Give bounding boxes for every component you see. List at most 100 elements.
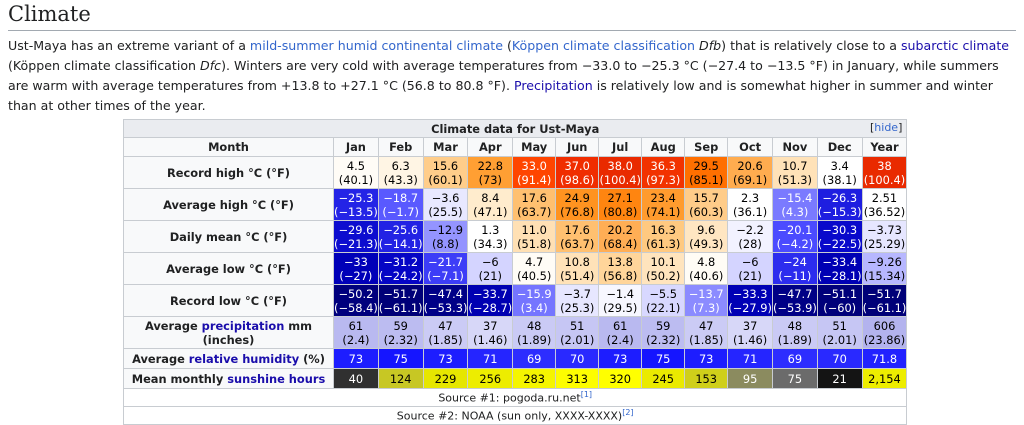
header-feb: Feb <box>377 137 424 157</box>
table-cell: 4.8 (40.6) <box>684 252 729 285</box>
cell-value: 10.7 <box>782 158 808 173</box>
cell-value: −1.4 <box>606 286 635 301</box>
cell-value: 47 <box>438 318 453 333</box>
source-2-ref[interactable]: [2] <box>622 408 634 418</box>
table-cell: −47.7 (−53.9) <box>771 284 818 317</box>
cell-value: 153 <box>695 371 718 386</box>
cell-value: 9.6 <box>697 222 716 237</box>
table-cell: −2.2 (28) <box>727 220 773 253</box>
intro-text: Ust-Maya has an extreme variant of a <box>8 38 250 53</box>
cell-value: −33.3 <box>732 286 768 301</box>
cell-value-converted: (73) <box>478 172 502 187</box>
table-cell: 6.3 (43.3) <box>377 156 424 189</box>
table-cell: −25.3 (−13.5) <box>333 188 379 221</box>
table-cell: −33.3 (−27.9) <box>727 284 773 317</box>
table-cell: 73 <box>598 348 643 369</box>
cell-value: 59 <box>393 318 408 333</box>
cell-value: −12.9 <box>428 222 463 237</box>
cell-value: −5.5 <box>649 286 678 301</box>
header-year: Year <box>861 137 908 157</box>
climate-table: Climate data for Ust-Maya [hide] Month Ja… <box>122 119 908 425</box>
cell-value: 10.1 <box>650 254 676 269</box>
hide-toggle[interactable]: [hide] <box>870 121 903 134</box>
cell-value: 40 <box>348 371 364 386</box>
table-cell: 23.4 (74.1) <box>641 188 686 221</box>
table-cell: 73 <box>422 348 469 369</box>
cell-value-converted: (1.46) <box>732 332 768 347</box>
cell-value: −51.7 <box>867 286 902 301</box>
cell-value: −15.9 <box>516 286 552 301</box>
cell-value-converted: (4.3) <box>781 204 809 219</box>
link-koppen[interactable]: Köppen climate classification <box>511 38 696 53</box>
cell-value: −33 <box>343 254 368 269</box>
cell-value: 24.9 <box>564 190 590 205</box>
cell-value-converted: (91.4) <box>517 172 552 187</box>
source-1-ref[interactable]: [1] <box>580 390 593 400</box>
link-humid-continental[interactable]: mild-summer humid continental climate <box>249 38 503 53</box>
cell-value: 283 <box>523 371 546 386</box>
cell-value: 20.6 <box>737 158 763 173</box>
cell-value-converted: (7.3) <box>692 300 720 315</box>
table-cell: 75 <box>641 348 686 369</box>
row-label-link[interactable]: relative humidity <box>188 351 300 366</box>
table-cell: −33.7 (−28.7) <box>467 284 514 317</box>
table-cell: −5.5 (22.1) <box>641 284 686 317</box>
link-subarctic[interactable]: subarctic climate <box>901 38 1010 53</box>
source-2: Source #2: NOAA (sun only, XXXX-XXXX)[2] <box>122 406 908 425</box>
cell-value-converted: (−22.5) <box>817 236 862 251</box>
cell-value-converted: (1.85) <box>689 332 724 347</box>
cell-value-converted: (21) <box>478 268 502 283</box>
cell-value-converted: (97.3) <box>646 172 681 187</box>
cell-value: 71 <box>742 351 758 366</box>
table-cell: 606 (23.86) <box>861 316 908 349</box>
cell-value: 13.8 <box>607 254 633 269</box>
cell-value: −21.7 <box>428 254 463 269</box>
header-may: May <box>512 137 557 157</box>
table-cell: −51.7 (−61.1) <box>377 284 424 317</box>
cell-value-converted: (68.4) <box>603 236 638 251</box>
row-label-link[interactable]: sunshine hours <box>227 371 326 386</box>
cell-value-converted: (47.1) <box>473 204 508 219</box>
cell-value-converted: (69.1) <box>732 172 768 187</box>
table-cell: 71.8 <box>861 348 908 369</box>
table-cell: 229 <box>422 368 469 389</box>
table-cell: 69 <box>771 348 818 369</box>
row-label-link[interactable]: precipitation <box>201 318 285 333</box>
table-cell: 22.8 (73) <box>467 156 514 189</box>
cell-value: −25.6 <box>383 222 419 237</box>
cell-value: 29.5 <box>693 158 719 173</box>
table-cell: 61 (2.4) <box>333 316 379 349</box>
table-cell: −1.4 (29.5) <box>598 284 643 317</box>
cell-value: 61 <box>612 318 628 333</box>
hide-label[interactable]: hide <box>874 121 899 134</box>
cell-value: 15.7 <box>693 190 719 205</box>
cell-value: 75 <box>655 351 671 366</box>
table-cell: 4.7 (40.5) <box>512 252 557 285</box>
cell-value-converted: (38.1) <box>822 172 857 187</box>
cell-value-converted: (−7.1) <box>427 268 464 283</box>
cell-value: −33.7 <box>472 286 508 301</box>
cell-value-converted: (25.3) <box>560 300 595 315</box>
cell-value-converted: (36.52) <box>863 204 906 219</box>
intro-paragraph: Ust-Maya has an extreme variant of a mil… <box>8 36 1016 116</box>
cell-value-converted: (74.1) <box>646 204 681 219</box>
intro-text: is relatively low and is somewhat higher… <box>8 78 993 113</box>
cell-value-converted: (40.1) <box>338 172 374 187</box>
cell-value: 22.8 <box>477 158 503 173</box>
cell-value: 73 <box>612 351 628 366</box>
cell-value: −24 <box>782 254 807 269</box>
cell-value: 16.3 <box>650 222 676 237</box>
cell-value: 70 <box>832 351 847 366</box>
cell-value-converted: (−28.1) <box>817 268 862 283</box>
header-apr: Apr <box>467 137 514 157</box>
table-cell: 1.3 (34.3) <box>467 220 514 253</box>
cell-value: 73 <box>698 351 714 366</box>
cell-value-converted: (22.1) <box>646 300 681 315</box>
cell-value-converted: (1.89) <box>777 332 812 347</box>
cell-value-converted: (21) <box>738 268 762 283</box>
cell-value-converted: (60.3) <box>689 204 724 219</box>
table-cell: 33.0 (91.4) <box>512 156 557 189</box>
link-precipitation[interactable]: Precipitation <box>513 78 593 93</box>
table-cell: 75 <box>377 348 424 369</box>
cell-value-converted: (2.32) <box>383 332 418 347</box>
